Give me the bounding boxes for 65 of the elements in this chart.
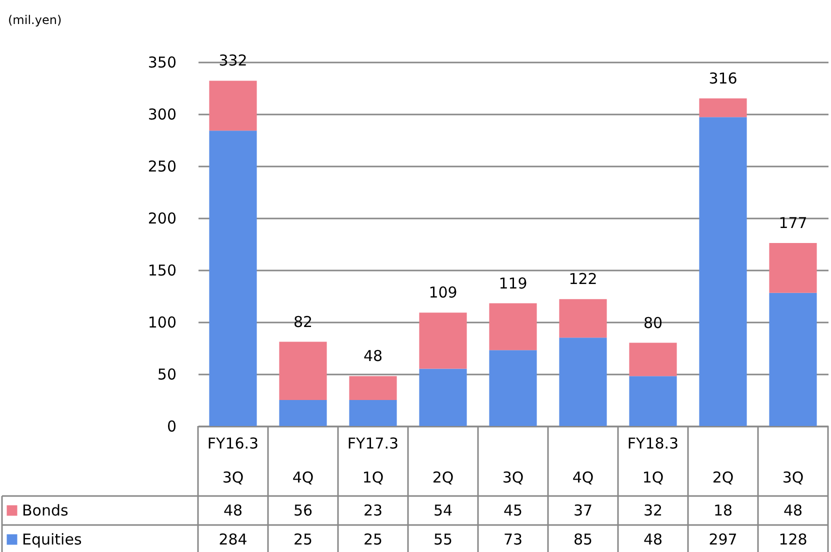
bar [349, 400, 397, 426]
data-label: 48 [783, 502, 803, 520]
x-tick-label: 2Q [712, 468, 734, 486]
y-tick-label: 300 [148, 106, 176, 124]
text: (mil.yen) [8, 13, 62, 27]
data-label: 55 [433, 530, 453, 548]
data-label: 18 [713, 502, 733, 520]
data-label: 48 [643, 530, 663, 548]
total-label: 82 [293, 312, 313, 331]
data-label: 85 [573, 530, 593, 548]
y-tick-label: 150 [148, 262, 176, 280]
y-tick-label: 100 [148, 314, 176, 332]
data-label: 25 [293, 530, 313, 548]
bar [279, 400, 327, 426]
data-label: 54 [433, 502, 453, 520]
bar [489, 350, 537, 426]
bar [699, 98, 747, 118]
data-label: 56 [293, 502, 313, 520]
data-label: 45 [503, 502, 523, 520]
x-tick-label: 4Q [572, 468, 594, 486]
data-label: 73 [503, 530, 523, 548]
bar [559, 338, 607, 426]
bar [349, 376, 397, 400]
y-tick-label: 50 [157, 366, 176, 384]
data-label: 23 [363, 502, 383, 520]
bar [629, 342, 677, 376]
bar [209, 80, 257, 131]
y-tick-label: 250 [148, 158, 176, 176]
y-tick-label: 350 [148, 54, 176, 72]
total-label: 48 [363, 347, 383, 366]
total-label: 119 [498, 274, 528, 292]
data-label: 297 [708, 530, 738, 548]
total-label: 80 [643, 314, 663, 332]
y-tick-label: 0 [166, 418, 176, 436]
x-tick-label: 3Q [782, 468, 804, 486]
x-tick-label: FY17.3 1Q [347, 434, 399, 486]
bar [209, 130, 257, 426]
bar [629, 376, 677, 426]
bar [699, 117, 747, 426]
total-label: 316 [708, 69, 738, 88]
bar [559, 299, 607, 338]
bar [419, 368, 467, 426]
data-label: 32 [643, 502, 663, 520]
total-label: 109 [428, 284, 458, 302]
bar [419, 312, 467, 369]
x-tick-label: 2Q [432, 468, 454, 486]
total-label: 122 [568, 270, 598, 288]
data-label: 128 [778, 530, 808, 548]
total-label: 177 [778, 214, 808, 232]
legend-label: Bonds [22, 502, 68, 520]
data-label: 25 [363, 530, 383, 548]
x-tick-label: FY18.3 1Q [627, 434, 679, 486]
data-label: 48 [223, 502, 243, 520]
total-label: 332 [218, 52, 248, 70]
y-tick-label: 200 [148, 210, 176, 228]
x-tick-label: FY16.3 3Q [207, 434, 259, 486]
x-tick-label: 3Q [502, 468, 524, 486]
bar [279, 342, 327, 400]
legend-label: Equities [22, 530, 82, 548]
bar [769, 242, 817, 293]
data-label: 37 [573, 502, 593, 520]
data-label: 284 [218, 530, 248, 548]
bar [769, 292, 817, 426]
x-tick-label: 4Q [292, 468, 314, 486]
bar [489, 303, 537, 350]
